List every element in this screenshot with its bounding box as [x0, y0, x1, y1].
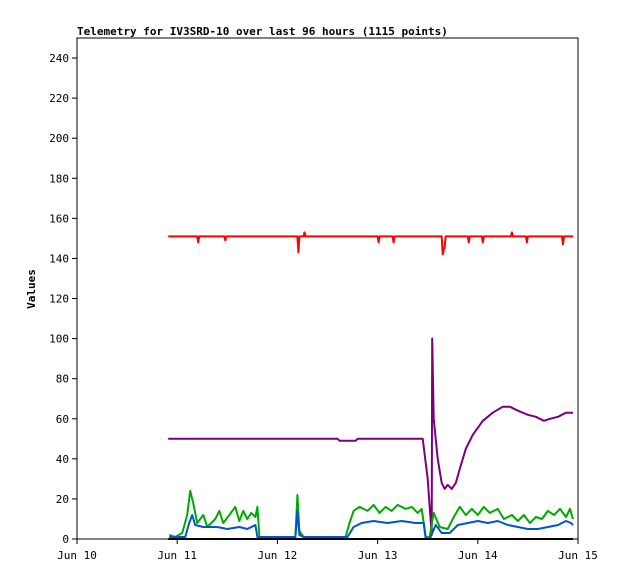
chart-title: Telemetry for IV3SRD-10 over last 96 hou…	[77, 25, 448, 38]
y-tick-label: 180	[49, 172, 69, 185]
y-tick-label: 160	[49, 212, 69, 225]
y-tick-label: 80	[56, 373, 69, 386]
x-tick-label: Jun 10	[57, 549, 97, 562]
y-tick-label: 240	[49, 52, 69, 65]
x-tick-label: Jun 11	[157, 549, 197, 562]
series-line-3	[168, 489, 574, 538]
y-tick-label: 200	[49, 132, 69, 145]
x-tick-label: Jun 12	[258, 549, 298, 562]
series-line-1	[168, 231, 573, 256]
y-tick-label: 120	[49, 293, 69, 306]
y-axis: 0 20 40 60 80 100 120 140 160 180 200 220 240	[49, 52, 77, 546]
y-tick-label: 220	[49, 92, 69, 105]
y-tick-label: 100	[49, 333, 69, 346]
x-axis: Jun 10 Jun 11 Jun 12 Jun 13 Jun 14 Jun 15	[57, 539, 598, 562]
y-tick-label: 20	[56, 493, 69, 506]
series-layer	[168, 231, 574, 540]
x-tick-label: Jun 15	[558, 549, 598, 562]
y-tick-label: 40	[56, 453, 69, 466]
y-tick-label: 140	[49, 252, 69, 265]
series-line-4	[169, 509, 574, 540]
y-axis-label: Values	[25, 269, 38, 309]
y-tick-label: 60	[56, 413, 69, 426]
x-tick-label: Jun 14	[458, 549, 498, 562]
y-tick-label: 0	[62, 533, 69, 546]
plot-frame	[76, 37, 579, 540]
x-tick-label: Jun 13	[358, 549, 398, 562]
series-line-2	[168, 337, 573, 536]
